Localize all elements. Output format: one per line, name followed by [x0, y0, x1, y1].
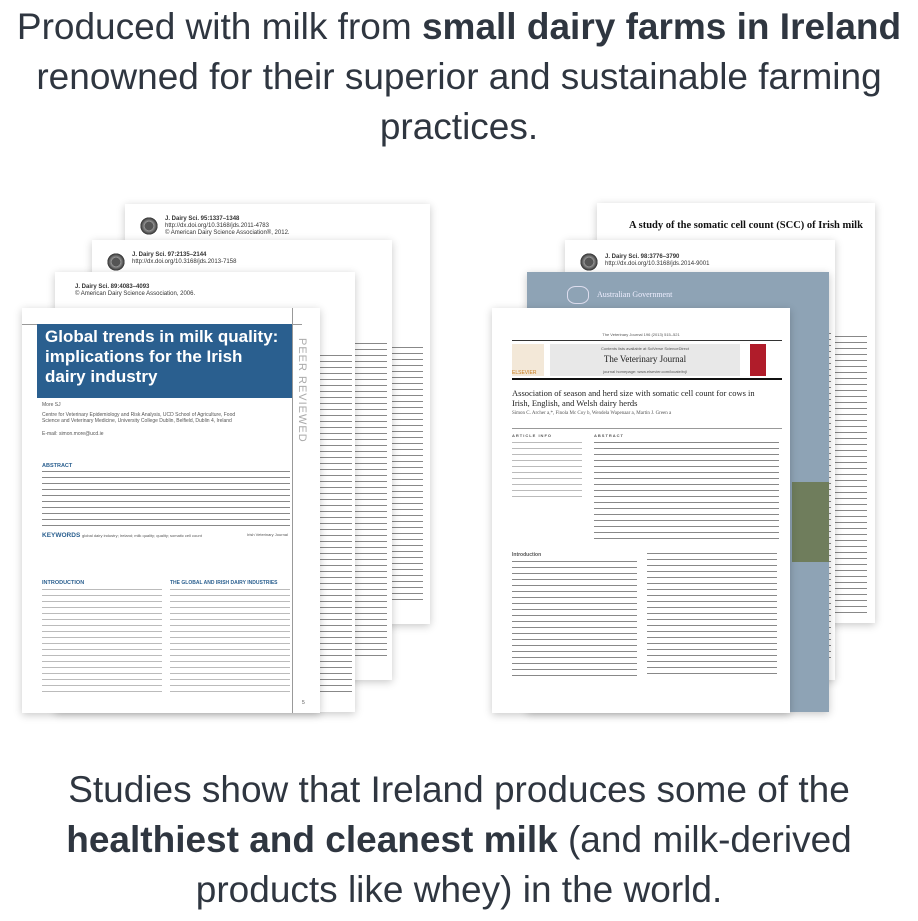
journal-cover-icon — [750, 344, 766, 376]
body-text — [320, 352, 352, 692]
journal-banner: Contents lists available at SciVerse Sci… — [550, 344, 740, 376]
abstract-text — [594, 439, 779, 539]
abstract-heading: ABSTRACT — [42, 463, 73, 469]
paper-title: Association of season and herd size with… — [512, 388, 755, 408]
elsevier-logo-icon — [512, 344, 544, 376]
copyright: © American Dairy Science Association®, 2… — [165, 230, 290, 236]
citation: The Veterinary Journal 196 (2013) 515–52… — [602, 332, 680, 337]
abstract-heading: ABSTRACT — [594, 433, 624, 438]
paper-veterinary-journal: The Veterinary Journal 196 (2013) 515–52… — [492, 308, 790, 713]
copyright: © American Dairy Science Association, 20… — [75, 291, 196, 297]
journal-logo-icon — [139, 216, 159, 236]
journal-name: The Veterinary Journal — [603, 354, 687, 364]
keywords: global dairy industry; Ireland; milk qua… — [82, 533, 202, 538]
headline-top: Produced with milk from small dairy farm… — [0, 2, 918, 152]
author: More SJ — [42, 402, 61, 408]
org-name: Australian Government — [597, 290, 673, 299]
peer-reviewed-label: PEER REVIEWED — [296, 338, 308, 443]
doi: http://dx.doi.org/10.3168/jds.2013-7158 — [132, 259, 237, 265]
email: E-mail: simon.more@ucd.ie — [42, 431, 104, 437]
homepage: journal homepage: www.elsevier.com/locat… — [603, 369, 687, 374]
headline-text: Produced with milk from — [16, 6, 422, 47]
article-info-text — [512, 439, 582, 499]
journal-name: Irish Veterinary Journal — [247, 532, 288, 537]
abstract-text — [42, 468, 290, 530]
affiliation: Centre for Veterinary Epidemiology and R… — [42, 412, 236, 424]
headline-text: Studies show that Ireland produces some … — [68, 769, 850, 810]
keywords-heading: KEYWORDS — [42, 532, 81, 539]
authors: Simon C. Archer a,*, Finola Mc Coy b, We… — [512, 411, 672, 416]
contents-note: Contents lists available at SciVerse Sci… — [600, 346, 690, 351]
journal-ref: J. Dairy Sci. 95:1337–1348 — [165, 216, 240, 222]
body-text — [512, 558, 637, 678]
paper-title: Global trends in milk quality: implicati… — [37, 324, 292, 398]
doi: http://dx.doi.org/10.3168/jds.2011-4783 — [165, 223, 269, 229]
journal-logo-icon — [106, 252, 126, 272]
coat-of-arms-icon — [567, 286, 589, 304]
body-text — [170, 586, 290, 694]
article-info-heading: ARTICLE INFO — [512, 433, 552, 438]
headline-bottom: Studies show that Ireland produces some … — [0, 765, 918, 915]
journal-ref: J. Dairy Sci. 97:2135–2144 — [132, 252, 207, 258]
journal-logo-icon — [579, 252, 599, 272]
body-text — [42, 586, 162, 694]
cover-photo — [792, 482, 829, 562]
body-text — [647, 550, 777, 678]
section-heading: THE GLOBAL AND IRISH DAIRY INDUSTRIES — [170, 580, 278, 586]
journal-ref: J. Dairy Sci. 89:4083–4093 — [75, 284, 150, 290]
page-number: 5 — [302, 700, 305, 706]
journal-ref: J. Dairy Sci. 98:3776–3790 — [605, 254, 680, 260]
headline-text: (and milk-derived products like whey) in… — [195, 819, 852, 910]
paper-global-trends: Global trends in milk quality: implicati… — [22, 308, 320, 713]
headline-bold: healthiest and cleanest milk — [66, 819, 558, 860]
intro-heading: Introduction — [512, 552, 542, 558]
intro-heading: INTRODUCTION — [42, 580, 85, 586]
paper-title: A study of the somatic cell count (SCC) … — [629, 220, 863, 231]
headline-bold: small dairy farms in Ireland — [421, 6, 902, 47]
headline-text: renowned for their superior and sustaina… — [36, 56, 882, 147]
doi: http://dx.doi.org/10.3168/jds.2014-9001 — [605, 261, 710, 267]
publisher: ELSEVIER — [512, 370, 537, 376]
